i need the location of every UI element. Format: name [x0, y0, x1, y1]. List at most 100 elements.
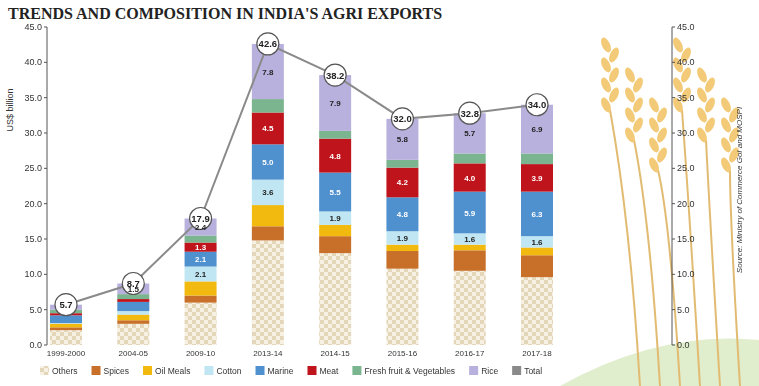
- bar-segment: [252, 144, 284, 179]
- total-label: 32.0: [393, 113, 412, 124]
- legend-swatch: [256, 366, 265, 375]
- legend-swatch: [204, 366, 213, 375]
- bar-segment: [454, 250, 486, 270]
- y2-tick: [672, 133, 675, 134]
- bar-segment: [185, 252, 217, 267]
- data-label: 7.9: [330, 99, 342, 108]
- total-label: 34.0: [528, 99, 547, 110]
- grain: [647, 136, 661, 154]
- grain: [695, 106, 709, 124]
- total-marker: [459, 102, 481, 124]
- y-tick-label: 20.0: [24, 199, 42, 209]
- bar-segment: [454, 192, 486, 234]
- bar-segment: [521, 247, 553, 255]
- total-label: 5.7: [59, 299, 72, 310]
- y2-tick: [672, 309, 675, 310]
- bar-segment: [386, 251, 418, 269]
- y2-axis-line: [672, 27, 673, 345]
- legend-label: Total: [524, 366, 542, 376]
- plot-area: [50, 33, 553, 345]
- grain: [599, 76, 613, 94]
- bar-segment: [319, 211, 351, 224]
- grain: [655, 146, 669, 164]
- y-tick: [44, 168, 47, 169]
- data-label: 4.8: [397, 210, 409, 219]
- title: TRENDS AND COMPOSITION IN INDIA'S AGRI E…: [8, 5, 442, 22]
- y2-tick-label: 25.0: [677, 163, 695, 173]
- y-tick: [44, 274, 47, 275]
- data-label: 5.7: [464, 129, 476, 138]
- grain: [695, 66, 709, 84]
- bar-segment: [185, 296, 217, 303]
- data-label: 5.8: [397, 135, 409, 144]
- y-tick-label: 30.0: [24, 128, 42, 138]
- grain: [703, 116, 717, 134]
- legend-swatch: [512, 366, 521, 375]
- y-tick-label: 5.0: [29, 305, 42, 315]
- legend-label: Marine: [268, 366, 294, 376]
- grain: [695, 126, 709, 144]
- legend-label: Meat: [320, 366, 340, 376]
- bar-segment: [454, 233, 486, 244]
- grain: [623, 126, 637, 144]
- bar-segment: [319, 253, 351, 345]
- y-tick: [44, 97, 47, 98]
- data-label: 6.3: [531, 210, 543, 219]
- y-tick-label: 10.0: [24, 269, 42, 279]
- y2-tick: [672, 203, 675, 204]
- total-label: 42.6: [259, 38, 278, 49]
- legend-label: Rice: [481, 366, 498, 376]
- y2-tick-label: 40.0: [677, 57, 695, 67]
- data-label: 7.8: [262, 68, 274, 77]
- bar-segment: [319, 225, 351, 236]
- bar-segment: [521, 277, 553, 345]
- bar-segment: [50, 330, 82, 345]
- grain: [599, 56, 613, 74]
- legend-label: Oil Meals: [155, 366, 190, 376]
- legend-label: Others: [52, 366, 78, 376]
- y2-tick-label: 5.0: [677, 305, 690, 315]
- y-axis-line: [47, 27, 48, 345]
- data-label: 5.5: [330, 188, 342, 197]
- y2-tick: [672, 27, 675, 28]
- grain: [607, 66, 621, 84]
- data-label: 2.4: [195, 223, 207, 232]
- legend-swatch: [92, 366, 101, 375]
- y-tick-label: 45.0: [24, 22, 42, 32]
- legend-label: Spices: [104, 366, 130, 376]
- bar-segment: [252, 99, 284, 112]
- grain: [647, 116, 661, 134]
- y-tick-label: 15.0: [24, 234, 42, 244]
- y2-tick-label: 0.0: [677, 340, 690, 350]
- bar-segment: [454, 153, 486, 163]
- bar-segment: [185, 303, 217, 345]
- bar-segment: [117, 315, 149, 321]
- bar-segment: [386, 168, 418, 198]
- data-label: 1.3: [195, 243, 207, 252]
- data-label: 1.9: [397, 234, 409, 243]
- x-tick-label: 2009-10: [186, 349, 216, 358]
- y-axis-label: US$ billion: [5, 88, 15, 131]
- bar-segment: [521, 192, 553, 237]
- bar-segment: [319, 173, 351, 212]
- y-tick: [44, 27, 47, 28]
- total-label: 8.7: [127, 278, 140, 289]
- legend-swatch: [352, 366, 361, 375]
- bar-segment: [117, 299, 149, 302]
- bar-segment: [50, 315, 82, 323]
- grain: [599, 36, 613, 54]
- grain: [599, 96, 613, 114]
- x-tick-label: 2004-05: [119, 349, 149, 358]
- y2-tick: [672, 97, 675, 98]
- legend-swatch: [143, 366, 152, 375]
- total-marker: [257, 33, 279, 55]
- data-label: 2.1: [195, 255, 207, 264]
- bar-segment: [521, 153, 553, 164]
- y-tick: [44, 133, 47, 134]
- grain: [631, 76, 645, 94]
- data-label: 4.5: [262, 124, 274, 133]
- grain: [607, 86, 621, 104]
- y-tick: [44, 62, 47, 63]
- data-label: 3.6: [262, 188, 274, 197]
- bar-segment: [521, 164, 553, 192]
